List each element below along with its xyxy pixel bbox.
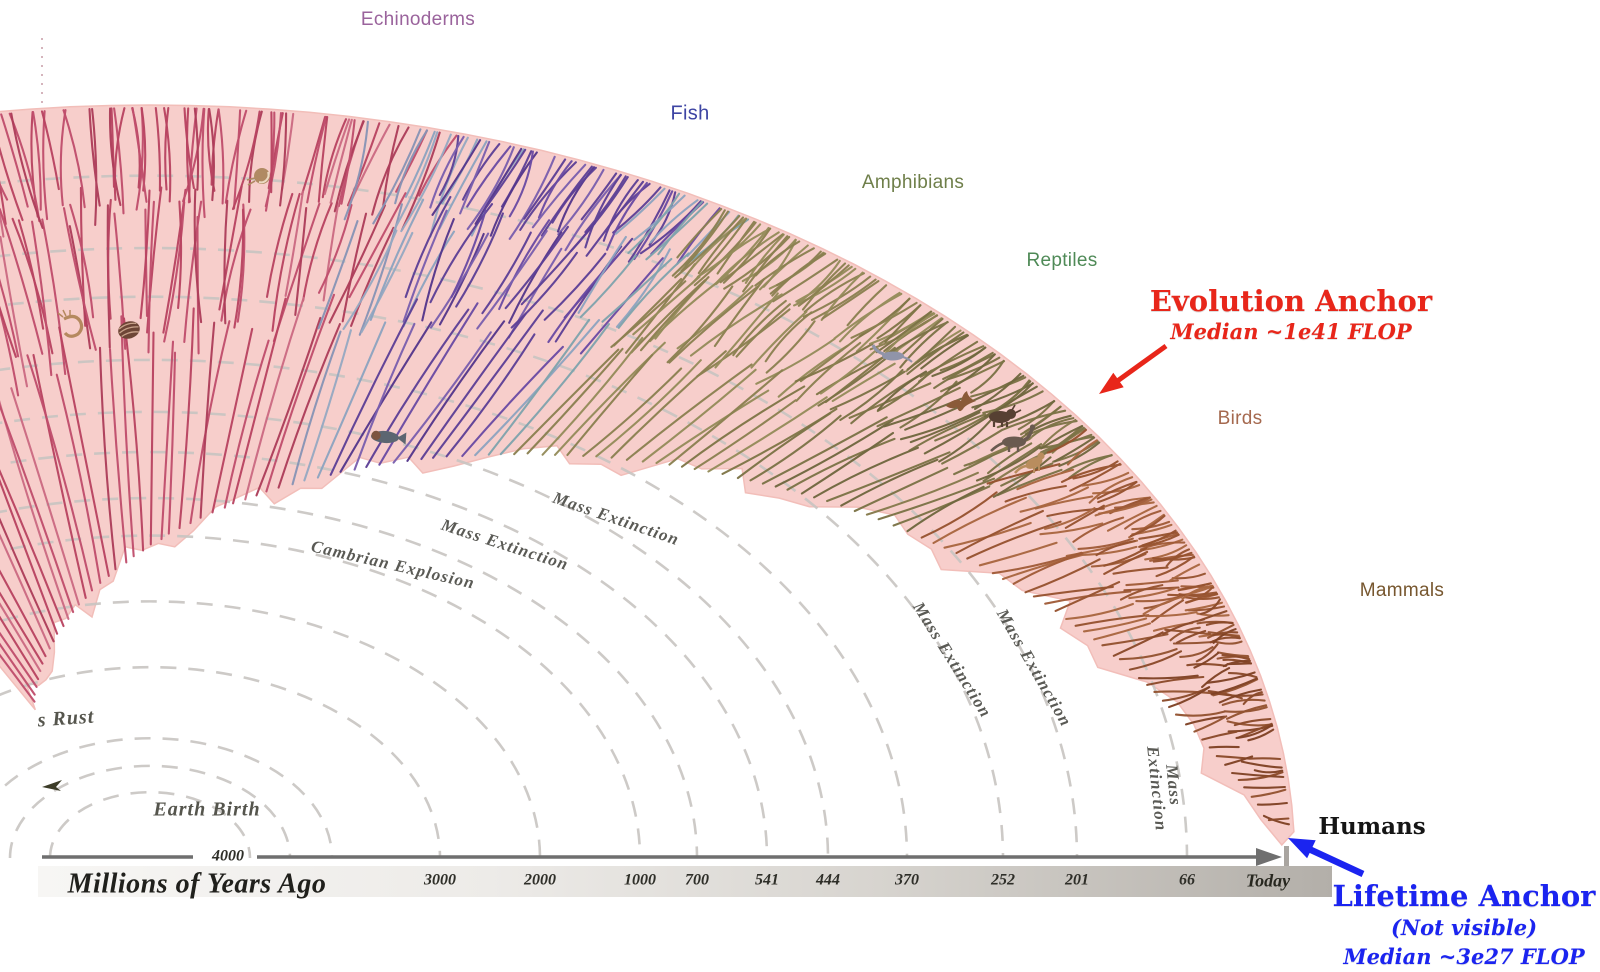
- tick-370: 370: [895, 871, 919, 889]
- tick-1000: 1000: [624, 871, 656, 889]
- tick-4000: 4000: [212, 847, 244, 865]
- creature-illustrations: [42, 168, 1045, 791]
- rust-label: s Rust: [36, 705, 95, 732]
- label-fish: Fish: [670, 102, 710, 125]
- time-arc: [0, 737, 334, 859]
- label-amphibians: Amphibians: [861, 172, 965, 194]
- time-arc: [0, 410, 830, 859]
- time-arc: [8, 764, 292, 859]
- today-tick-mark: [1284, 846, 1289, 866]
- label-echinoderms: Echinoderms: [360, 9, 476, 31]
- tick-today: Today: [1245, 870, 1291, 891]
- earth-birth-label: Earth Birth: [153, 798, 261, 821]
- trilobite-shell-illustration: [118, 321, 140, 339]
- tick-700: 700: [685, 871, 709, 889]
- axis-arrowhead: [1256, 848, 1282, 866]
- annotation-arrows: [1099, 343, 1365, 877]
- tick-252: 252: [991, 871, 1015, 889]
- tick-2000: 2000: [524, 871, 556, 889]
- pterosaur-illustration: [946, 391, 976, 412]
- lifetime-anchor-note: (Not visible): [1390, 914, 1538, 940]
- tick-444: 444: [816, 871, 840, 889]
- tick-3000: 3000: [424, 871, 456, 889]
- lifetime-anchor-arrowhead: [1288, 838, 1316, 859]
- evolution-anchor-arrowhead: [1099, 372, 1124, 394]
- tick-66: 66: [1179, 871, 1195, 889]
- small-bird-mark-illustration: [42, 780, 62, 791]
- lifetime-anchor-median: Median ~3e27 FLOP: [1343, 943, 1585, 969]
- axis-title: Millions of Years Ago: [67, 868, 327, 900]
- label-birds: Birds: [1217, 408, 1263, 430]
- time-arc: [0, 174, 1189, 859]
- triceratops-illustration: [989, 404, 1022, 427]
- plesiosaur-illustration: [871, 344, 913, 363]
- time-arc: [48, 790, 252, 859]
- time-arc: [0, 450, 769, 859]
- timeline-bar: [38, 866, 1332, 897]
- coelacanth-fish-illustration: [371, 430, 407, 445]
- time-arc: [0, 665, 442, 859]
- label-humans: Humans: [1318, 812, 1426, 840]
- tree-band: [0, 104, 1295, 847]
- label-reptiles: Reptiles: [1026, 250, 1098, 272]
- shrimp-illustration: [57, 309, 84, 338]
- nautilus-illustration: [246, 168, 270, 186]
- evolution-anchor-arrow: [1114, 343, 1168, 385]
- evolution-anchor-title: Evolution Anchor: [1149, 283, 1433, 318]
- sauropod-illustration: [990, 424, 1036, 452]
- label-mammals: Mammals: [1359, 580, 1445, 602]
- lifetime-anchor-title: Lifetime Anchor: [1332, 878, 1596, 913]
- lifetime-anchor-arrow: [1307, 846, 1365, 877]
- tree-branches: [0, 106, 1290, 826]
- timeline-axis: [42, 846, 1289, 866]
- tyrannosaurus-illustration: [1014, 452, 1045, 474]
- tick-201: 201: [1065, 871, 1089, 889]
- tick-541: 541: [755, 871, 779, 889]
- time-arc: [0, 246, 1079, 859]
- time-arc: [0, 600, 542, 859]
- evolution-anchor-median: Median ~1e41 FLOP: [1170, 318, 1412, 344]
